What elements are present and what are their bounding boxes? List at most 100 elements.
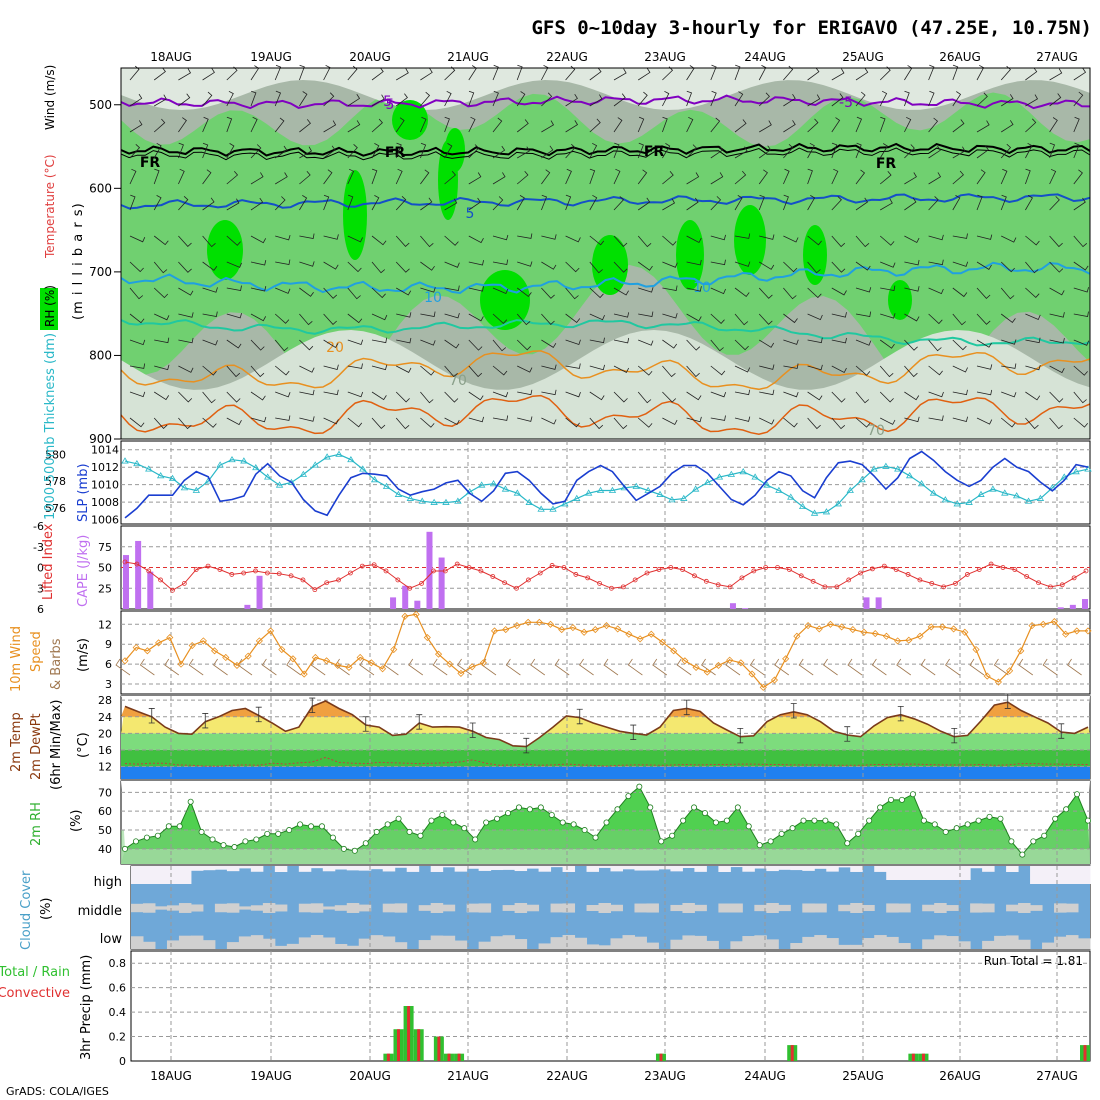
wind-barb — [516, 91, 526, 107]
wind-barb — [807, 364, 823, 371]
thickness-marker — [156, 472, 165, 479]
cloud-gap-low — [262, 938, 276, 949]
top-date-label: 27AUG — [1036, 50, 1078, 64]
wind-speed-marker — [647, 630, 655, 638]
li-marker — [846, 577, 852, 583]
wind-barb — [637, 261, 653, 271]
li-line — [124, 561, 1087, 591]
cloud-gap-high — [958, 866, 971, 880]
li-marker — [775, 565, 780, 570]
wind-barb — [299, 119, 311, 133]
cloud-gap-high — [634, 866, 647, 871]
temp-tick-label: 12 — [98, 761, 112, 774]
wind-barb — [759, 389, 775, 396]
rh-marker — [1052, 815, 1059, 822]
cloud-gap-middle — [802, 903, 815, 913]
bottom-date-label: 24AUG — [744, 1069, 786, 1083]
cloud-gap-middle — [514, 903, 528, 913]
wind-speed-marker — [434, 650, 443, 658]
wind-barb — [541, 120, 555, 133]
thickness-marker — [775, 486, 783, 493]
slp-line — [124, 450, 1089, 519]
wind-speed-marker — [345, 663, 353, 672]
slp-tick-label: 1008 — [91, 496, 119, 509]
li-marker — [561, 565, 567, 570]
cloud-gap-low — [358, 938, 372, 949]
cloud-gap-low — [298, 937, 312, 949]
cloud-gap-high — [394, 866, 408, 868]
wind-barb — [1073, 339, 1090, 346]
wind-unit: (m/s) — [76, 638, 91, 672]
contour-label: FR — [140, 155, 161, 171]
wind-barb — [637, 391, 652, 404]
wind-barb — [1025, 94, 1039, 107]
wind-barb — [347, 144, 358, 159]
wind-barb — [1025, 195, 1033, 211]
thickness-marker — [311, 461, 319, 468]
wind-barb — [686, 365, 700, 378]
wind-barb — [1073, 311, 1089, 317]
wind-barb — [202, 169, 212, 185]
wind-barb — [904, 235, 920, 244]
wind-barb — [565, 93, 578, 107]
wind-barb — [541, 339, 557, 348]
wind-barb — [831, 391, 846, 403]
rh-marker — [767, 838, 774, 845]
thickness-marker — [834, 500, 843, 507]
wind-barb — [468, 235, 484, 244]
rh-marker — [822, 817, 829, 824]
rh-marker — [603, 819, 610, 826]
rh-shading-bright — [445, 128, 465, 172]
thickness-marker — [382, 482, 391, 489]
wind-barb — [759, 417, 775, 425]
cloud-gap-low — [874, 935, 887, 949]
cloud-gap-middle — [274, 904, 288, 912]
cloud-gap-middle — [166, 905, 180, 911]
thickness-marker — [323, 453, 331, 460]
wind-barb — [952, 170, 964, 185]
wind-barb — [734, 119, 747, 133]
rh-marker — [165, 823, 172, 830]
wind-barb — [420, 235, 434, 248]
wind-barb — [807, 168, 813, 185]
wind-barb — [662, 391, 677, 403]
thickness-marker — [192, 486, 201, 493]
li-marker — [917, 577, 923, 583]
precip-convective-bar — [417, 1029, 421, 1061]
wind-barb-10m — [359, 658, 375, 676]
cloud-gap-middle — [358, 904, 372, 912]
wind-barb — [492, 365, 508, 376]
wind-barb — [395, 142, 402, 159]
cloud-gap-high — [514, 866, 528, 872]
wind-barb — [250, 116, 258, 133]
wind-speed-marker — [636, 635, 644, 643]
li-marker — [620, 584, 626, 590]
wind-barb — [976, 339, 992, 348]
wind-barb — [178, 287, 194, 296]
wind-barb — [371, 391, 387, 401]
wind10m-panel: 12 9 6 3 10m Wind Speed & Barbs (m/s) — [9, 610, 1092, 695]
thickness-marker — [430, 498, 438, 505]
thickness-marker — [1084, 465, 1092, 472]
wind-speed-marker — [1017, 647, 1025, 655]
wind-barb — [783, 339, 799, 345]
wind-speed-marker — [166, 633, 174, 642]
bottom-date-label: 21AUG — [447, 1069, 489, 1083]
wind-ylabel-3: & Barbs — [49, 638, 64, 690]
li-marker — [870, 566, 875, 572]
wind-barb — [952, 233, 968, 239]
cloud-gap-low — [610, 938, 623, 949]
cloud-gap-high — [346, 866, 360, 871]
thickness-marker — [1001, 489, 1009, 496]
wind-barb — [1073, 169, 1083, 185]
wind-barb — [758, 145, 772, 159]
precip-convective-bar — [386, 1053, 390, 1061]
wind-barb — [637, 91, 648, 107]
wind-speed-marker — [524, 618, 532, 626]
cloud-gap-middle — [646, 903, 659, 913]
wind-speed-marker — [1050, 618, 1058, 626]
rh-marker — [647, 804, 654, 811]
wind-barb — [299, 287, 314, 297]
wind-barb — [516, 339, 531, 351]
li-marker — [941, 584, 947, 590]
